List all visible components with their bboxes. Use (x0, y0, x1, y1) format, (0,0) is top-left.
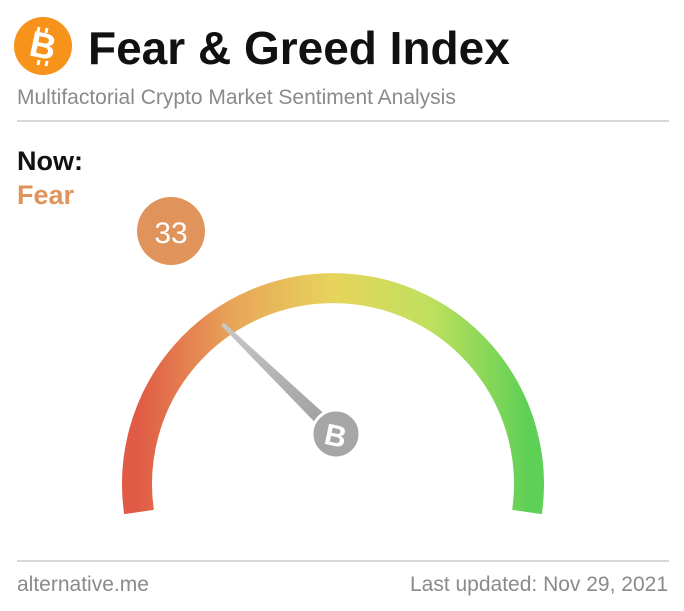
footer-divider (17, 560, 669, 562)
gauge-needle (221, 322, 341, 439)
page-subtitle: Multifactorial Crypto Market Sentiment A… (17, 86, 456, 109)
value-badge: 33 (137, 197, 205, 265)
gauge-arc (122, 273, 544, 515)
page-title: Fear & Greed Index (88, 22, 510, 74)
bitcoin-icon: B (26, 23, 60, 69)
source-link[interactable]: alternative.me (17, 573, 149, 596)
gauge-hub: B (310, 408, 362, 460)
bitcoin-logo: B (14, 17, 72, 75)
now-label: Now: (17, 146, 83, 176)
last-updated: Last updated: Nov 29, 2021 (409, 573, 668, 596)
header-divider (17, 120, 669, 122)
classification-label: Fear (17, 180, 75, 210)
value-badge-text: 33 (154, 217, 187, 250)
